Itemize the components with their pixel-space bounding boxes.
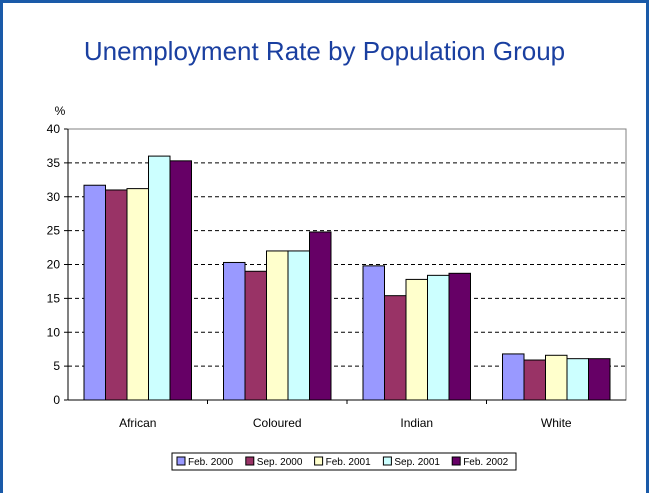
legend-label: Sep. 2001 bbox=[394, 457, 440, 468]
legend-swatch bbox=[314, 456, 324, 466]
bar bbox=[405, 278, 428, 401]
bar bbox=[502, 353, 525, 401]
y-tick-label: 10 bbox=[47, 325, 61, 339]
y-tick-label: 25 bbox=[47, 224, 61, 238]
y-tick-label: 30 bbox=[47, 190, 61, 204]
bar bbox=[384, 295, 407, 401]
bar bbox=[148, 155, 171, 401]
bar bbox=[266, 250, 289, 401]
bar bbox=[362, 265, 385, 401]
legend-label: Feb. 2000 bbox=[188, 457, 233, 468]
bar bbox=[545, 354, 568, 401]
legend-swatch bbox=[176, 456, 186, 466]
legend-label: Feb. 2001 bbox=[326, 457, 371, 468]
bar bbox=[126, 188, 149, 401]
bar bbox=[169, 160, 192, 401]
bar bbox=[105, 189, 128, 401]
bar bbox=[244, 270, 267, 401]
bar bbox=[83, 184, 106, 401]
slide-title: Unemployment Rate by Population Group bbox=[83, 36, 566, 66]
legend-box bbox=[171, 452, 517, 471]
y-tick-label: 20 bbox=[47, 258, 61, 272]
y-tick-label: 40 bbox=[47, 122, 61, 136]
x-tick-label: Coloured bbox=[253, 416, 302, 430]
bar bbox=[523, 359, 546, 401]
legend-label: Feb. 2002 bbox=[463, 457, 508, 468]
x-tick-label: Indian bbox=[400, 416, 433, 430]
bar bbox=[566, 358, 589, 401]
y-tick-label: 35 bbox=[47, 156, 61, 170]
bar bbox=[588, 358, 611, 401]
x-tick-label: African bbox=[119, 416, 156, 430]
legend-swatch bbox=[245, 456, 255, 466]
bar bbox=[287, 250, 310, 401]
y-tick-label: 15 bbox=[47, 291, 61, 305]
bar bbox=[427, 274, 450, 401]
y-axis-label: % bbox=[55, 104, 66, 118]
bar bbox=[309, 231, 332, 401]
x-tick-label: White bbox=[541, 416, 572, 430]
bar bbox=[448, 272, 471, 401]
legend-swatch bbox=[382, 456, 392, 466]
legend-label: Sep. 2000 bbox=[257, 457, 303, 468]
bar bbox=[223, 261, 246, 401]
legend-swatch bbox=[451, 456, 461, 466]
y-tick-label: 5 bbox=[53, 359, 60, 373]
y-tick-label: 0 bbox=[53, 393, 60, 407]
